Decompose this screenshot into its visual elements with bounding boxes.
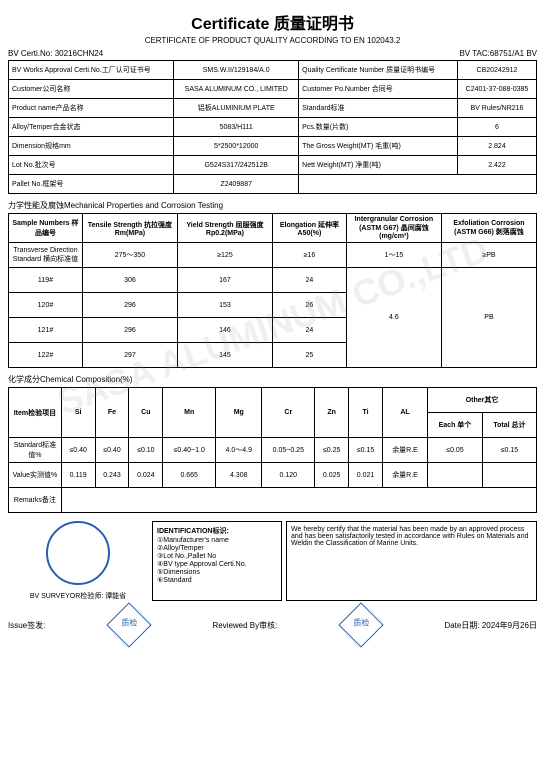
mech-title: 力学性能及腐蚀Mechanical Properties and Corrosi… [8, 200, 537, 211]
mech-table: Sample Numbers 样品编号 Tensile Strength 抗拉强… [8, 213, 537, 368]
stamp1-icon: 质检 [106, 602, 151, 647]
chem-title: 化学成分Chemical Composition(%) [8, 374, 537, 385]
bv-tac: BV TAC:68751/A1 BV [459, 49, 537, 58]
doc-title: Certificate 质量证明书 [8, 10, 537, 34]
reviewed-label: Reviewed By审核: [212, 620, 277, 631]
certification-text: We hereby certify that the material has … [286, 521, 537, 601]
doc-subtitle: CERTIFICATE OF PRODUCT QUALITY ACCORDING… [8, 36, 537, 45]
chem-table: Item检验项目 SiFeCuMnMgCrZnTiAL Other其它 Each… [8, 387, 537, 513]
stamp-icon [46, 521, 110, 585]
identification-box: IDENTIFICATION标识: ①Manufacturer's name②A… [152, 521, 282, 601]
info-table: BV Works Approval Certi.No.工厂认可证书号SMS.W.… [8, 60, 537, 194]
surveyor-label: BV SURVEYOR检验师: 谭能省 [8, 591, 148, 601]
issue-label: Issue签发: [8, 620, 45, 631]
date-label: Date日期: 2024年9月26日 [444, 620, 537, 631]
stamp2-icon: 质检 [338, 602, 383, 647]
certi-no: BV Certi.No: 30216CHN24 [8, 49, 103, 58]
